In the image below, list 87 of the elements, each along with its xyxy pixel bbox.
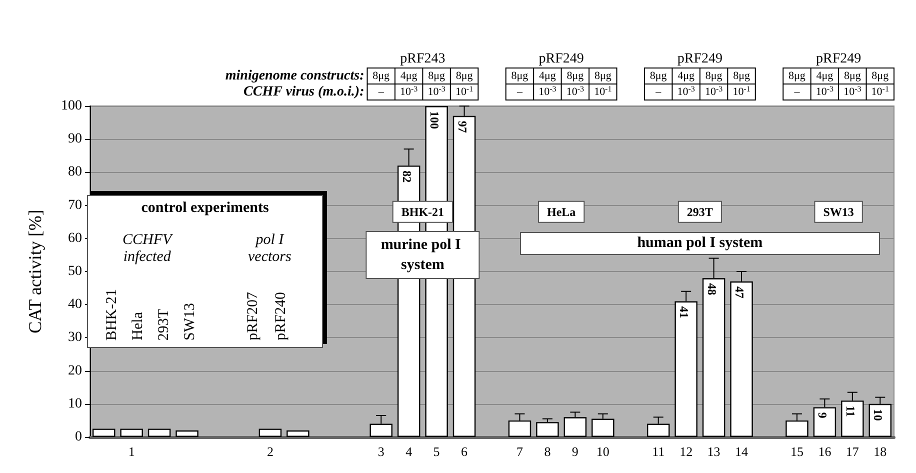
- bar: [176, 430, 198, 437]
- x-tick-label: 8: [544, 444, 551, 459]
- data-label: 47: [732, 286, 747, 298]
- text: 4μg: [400, 70, 418, 82]
- text: pRF249: [677, 52, 722, 66]
- annotation: pRF207: [244, 292, 262, 341]
- data-label: 82: [400, 170, 414, 183]
- text: 4μg: [678, 70, 696, 82]
- y-axis-title: CAT activity [%]: [25, 210, 45, 334]
- x-tick-label: 3: [378, 444, 384, 459]
- y-tick-label: 10: [68, 396, 82, 412]
- text: 8μg: [705, 70, 723, 82]
- data-label: 100: [428, 111, 442, 129]
- annotation: SW13: [180, 303, 199, 341]
- annotation: SW13: [823, 204, 854, 219]
- data-label: 41: [677, 306, 692, 318]
- annotation: BHK-21: [401, 204, 444, 219]
- bar: [286, 430, 310, 437]
- text: –: [793, 86, 800, 98]
- bar: [120, 428, 143, 437]
- x-tick-label: 6: [461, 444, 468, 459]
- x-tick-label: 12: [680, 444, 693, 459]
- y-tick-label: 40: [68, 297, 82, 312]
- text: –: [377, 86, 384, 98]
- bar: [258, 428, 282, 437]
- text: pRF249: [538, 52, 584, 66]
- x-tick-label: 7: [516, 444, 524, 459]
- text: pRF243: [400, 52, 446, 66]
- label-box: human pol I system: [520, 232, 880, 255]
- y-tick-label: 70: [68, 198, 82, 213]
- x-tick-label: 11: [652, 444, 665, 459]
- data-label: 9: [816, 412, 830, 418]
- annotation: pRF240: [272, 292, 290, 341]
- x-tick-label: 2: [266, 444, 274, 459]
- annotation: pol I vectors: [247, 232, 292, 266]
- x-tick-label: 4: [406, 444, 413, 459]
- annotation: 293T: [686, 204, 713, 219]
- text: –: [654, 86, 662, 98]
- x-tick-label: 15: [790, 444, 804, 459]
- bar: [536, 422, 559, 437]
- y-tick-label: 100: [61, 98, 82, 114]
- x-tick-label: 18: [874, 444, 887, 459]
- text: 8μg: [872, 70, 890, 82]
- text: 8μg: [594, 70, 612, 82]
- x-tick-label: 16: [818, 444, 832, 459]
- annotation: Hela: [128, 312, 147, 341]
- x-tick-label: 17: [846, 444, 860, 459]
- text: 8μg: [844, 70, 862, 82]
- data-label: 11: [843, 406, 858, 417]
- annotation: murine pol I system: [380, 236, 465, 273]
- y-tick-label: 60: [68, 230, 82, 246]
- x-tick-label: 9: [572, 444, 578, 459]
- data-label: 97: [455, 120, 470, 133]
- y-tick-label: 0: [75, 430, 82, 444]
- x-tick-label: 10: [596, 444, 610, 459]
- text: minigenome constructs:: [225, 68, 364, 84]
- annotation: CCHFV infected: [122, 232, 174, 266]
- y-tick-label: 80: [68, 164, 82, 180]
- data-label: 10: [871, 408, 886, 421]
- text: 8μg: [566, 70, 584, 82]
- y-tick-label: 30: [68, 330, 82, 346]
- text: 8μg: [650, 70, 668, 82]
- x-tick-label: 1: [128, 444, 135, 459]
- bar: [592, 418, 614, 437]
- text: 4μg: [538, 70, 556, 82]
- text: 8μg: [511, 70, 529, 82]
- annotation: HeLa: [546, 204, 576, 219]
- text: 8μg: [788, 70, 806, 82]
- text: CCHF virus (m.o.i.):: [244, 84, 364, 100]
- annotation: 293T: [154, 308, 173, 341]
- y-tick-label: 20: [68, 363, 82, 378]
- data-label: 48: [704, 283, 719, 296]
- text: –: [516, 86, 523, 98]
- annotation: BHK-21: [102, 288, 121, 341]
- x-tick-label: 13: [707, 444, 720, 459]
- bar: [148, 428, 171, 437]
- annotation: control experiments: [140, 200, 270, 218]
- text: 8μg: [456, 70, 474, 82]
- text: 8μg: [372, 70, 390, 82]
- x-tick-label: 5: [433, 444, 440, 459]
- text: pRF249: [816, 52, 862, 66]
- y-tick-label: 50: [68, 264, 82, 279]
- y-tick-label: 90: [68, 132, 82, 147]
- text: 8μg: [428, 70, 446, 82]
- text: 4μg: [816, 70, 834, 82]
- text: 8μg: [733, 70, 750, 82]
- x-tick-label: 14: [735, 444, 749, 459]
